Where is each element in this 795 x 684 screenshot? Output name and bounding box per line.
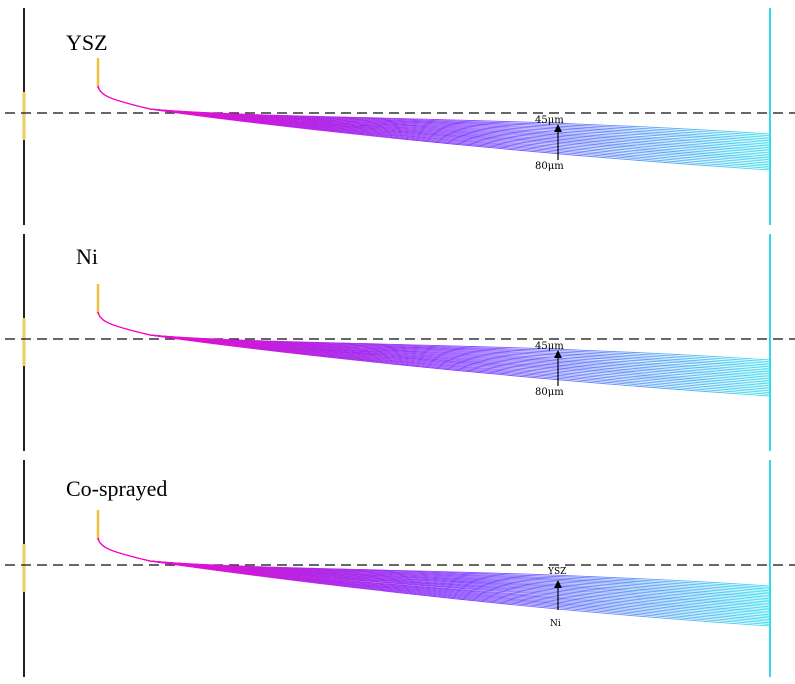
particle-trajectory: [97, 85, 771, 157]
panel-co-sprayed: Co-sprayed YSZ Ni: [5, 460, 795, 677]
annotation-arrowhead: [554, 580, 562, 588]
annotation-bottom-label: 80μm: [535, 387, 564, 398]
panel-title: Co-sprayed: [66, 476, 167, 501]
trajectory-bundle: [97, 537, 771, 627]
particle-trajectory: [97, 85, 771, 171]
particle-trajectory: [97, 311, 771, 397]
annotation-top-label: 45μm: [535, 341, 564, 352]
panel-title: YSZ: [66, 30, 108, 55]
annotation-top-label: YSZ: [547, 567, 566, 577]
annotation-arrowhead: [554, 124, 562, 132]
annotation-top-label: 45μm: [535, 115, 564, 126]
panel-ysz: YSZ 45μm 80μm: [5, 8, 795, 225]
annotation-bottom-label: 80μm: [535, 161, 564, 172]
panel-title: Ni: [76, 244, 98, 269]
panel-ni: Ni 45μm 80μm: [5, 234, 795, 451]
annotation-arrowhead: [554, 350, 562, 358]
trajectory-bundle: [97, 311, 771, 397]
trajectory-bundle: [97, 85, 771, 171]
annotation-bottom-label: Ni: [550, 619, 561, 629]
particle-trajectory: [97, 537, 771, 627]
particle-trajectory: [97, 311, 771, 383]
